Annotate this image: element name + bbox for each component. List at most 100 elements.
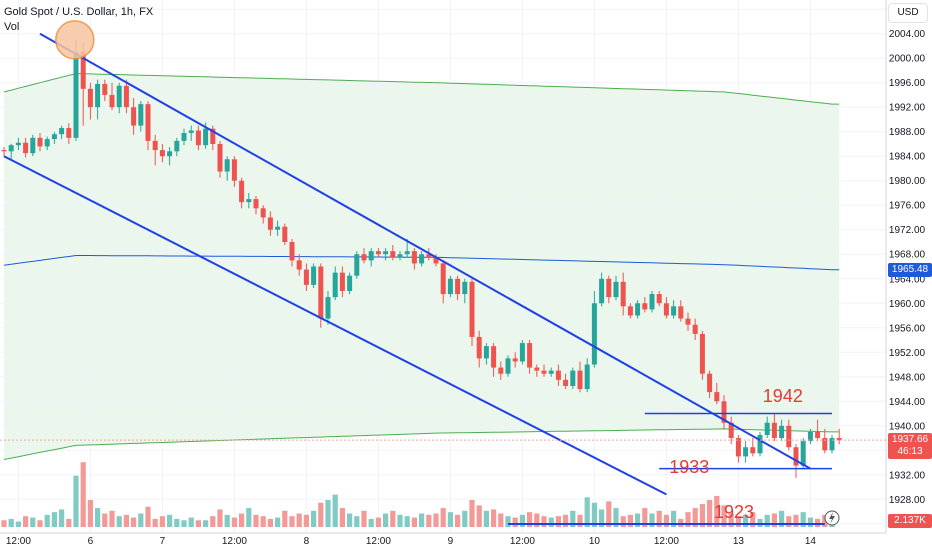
middle-band-price-tag: 1965.48 [888,262,932,277]
y-tick-label: 1932.00 [889,470,926,481]
volume-bar [253,514,259,527]
volume-bar [174,518,180,527]
candle-body [483,346,489,359]
highlight-circle[interactable] [55,20,95,60]
candle-body [289,241,295,261]
volume-bar [483,510,489,527]
y-tick-label: 1964.00 [889,274,926,285]
candle-body [195,130,201,146]
volume-bar [570,510,576,527]
volume-bar [743,514,749,527]
candle-body [339,272,345,292]
volume-bar [203,520,209,527]
volume-bar [642,508,648,527]
candle-body [548,370,554,374]
volume-bar [267,518,273,527]
candle-body [728,422,734,439]
x-tick-label: 14 [805,536,817,547]
volume-value-tag: 2.137K [888,514,932,528]
volume-bar [548,517,554,527]
x-tick-label: 9 [448,536,454,547]
candle-body [699,333,705,374]
volume-bar [361,510,367,527]
candle-body [635,303,641,316]
volume-bar [73,475,79,527]
candle-body [620,281,626,307]
candle-body [433,257,439,264]
candle-body [469,281,475,337]
candle-body [181,132,187,141]
candle-body [678,306,684,319]
volume-bar [138,513,144,527]
channel-lower-trendline[interactable] [3,155,667,496]
candle-body [397,254,403,258]
volume-bar [455,514,461,527]
volume-indicator-label[interactable]: Vol [4,21,20,33]
candle-body [131,107,137,126]
candle-body [404,251,410,255]
candle-body [217,143,223,172]
volume-bar [390,510,396,527]
volume-bar [786,516,792,527]
candle-body [253,199,259,209]
y-tick-label: 1940.00 [889,421,926,432]
volume-bar [260,516,266,527]
candle-body [779,425,785,439]
volume-bar [505,516,511,527]
volume-bar [793,514,799,527]
candle-body [411,251,417,264]
volume-bar [131,517,137,527]
candle-body [735,438,741,457]
candle-body [707,373,713,393]
currency-button[interactable]: USD [888,3,928,23]
candle-body [95,83,101,108]
candle-body [426,254,432,258]
candle-body [541,370,547,374]
candle-body [534,367,540,371]
candle-body [692,324,698,334]
volume-bar [224,514,230,527]
candle-body [649,294,655,310]
volume-bar [750,512,756,527]
candle-body [275,226,281,230]
volume-bar [188,517,194,527]
replay-icon[interactable] [824,510,840,526]
volume-bar [757,518,763,527]
candle-body [498,367,504,374]
candle-body [491,346,497,368]
volume-bar [87,500,93,527]
volume-bar [37,520,43,527]
candle-body [188,130,194,133]
volume-bar [779,510,785,527]
channel-upper-trendline[interactable] [39,32,811,470]
y-tick-label: 1996.00 [889,78,926,89]
candle-body [527,343,533,368]
candle-body [714,392,720,402]
candle-body [73,52,79,138]
y-tick-label: 1928.00 [889,495,926,506]
volume-bar [210,516,216,527]
candle-body [23,142,29,154]
y-tick-label: 1944.00 [889,397,926,408]
x-tick-label: 12:00 [654,536,679,547]
candle-body [390,251,396,258]
candle-body [347,275,353,292]
candle-body [260,208,266,218]
volume-bar [613,508,619,527]
volume-bar [541,516,547,527]
candle-body [822,438,828,451]
candle-body [663,303,669,316]
volume-bar [800,512,806,527]
volume-bar [469,500,475,527]
candle-body [1,150,7,152]
volume-bar [620,516,626,527]
support-annotation: 1933 [669,456,710,477]
volume-bar [246,508,252,527]
candle-body [829,438,835,451]
volume-bar [339,508,345,527]
candle-body [210,128,216,144]
volume-bar [123,514,129,527]
volume-bar [649,513,655,527]
volume-bar [606,501,612,527]
candle-body [671,306,677,316]
